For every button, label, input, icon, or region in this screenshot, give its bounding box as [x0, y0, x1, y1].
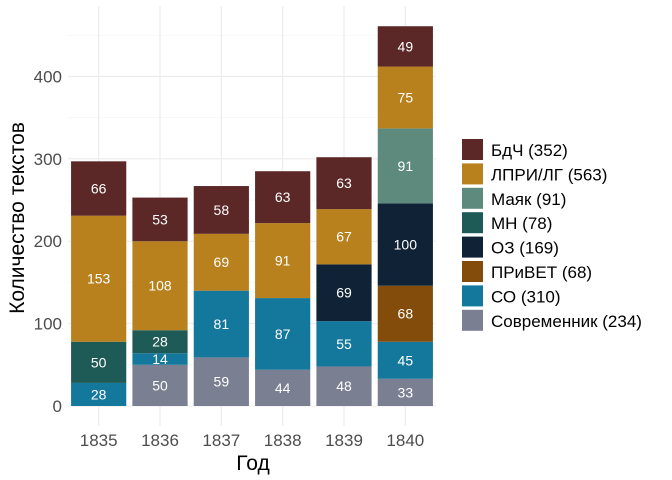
- legend-label: ПРиВЕТ (68): [491, 263, 592, 282]
- bar-segment: [316, 366, 372, 406]
- legend-label: ЛПРИ/ЛГ (563): [491, 165, 607, 184]
- x-tick-label: 1837: [202, 431, 240, 450]
- y-axis-ticks: 0 100 200 300 400: [34, 67, 62, 416]
- bar-segment: [377, 203, 433, 286]
- bar-segment: [71, 215, 127, 342]
- segment-value-label: 91: [398, 158, 414, 174]
- y-axis-title: Количество текстов: [6, 122, 29, 314]
- bar-segments: [71, 26, 433, 406]
- segment-value-label: 14: [152, 351, 168, 367]
- segment-value-label: 63: [275, 189, 291, 205]
- segment-value-label: 91: [275, 253, 291, 269]
- segment-value-label: 45: [398, 352, 414, 368]
- bar-segment: [193, 290, 249, 358]
- segment-value-label: 49: [398, 38, 414, 54]
- legend-label: СО (310): [491, 287, 561, 306]
- segment-value-label: 67: [336, 229, 352, 245]
- bar-segment: [132, 330, 188, 354]
- bar-segment: [377, 26, 433, 67]
- legend-key: [462, 261, 483, 282]
- bar-segment: [377, 128, 433, 204]
- bar-segment: [255, 298, 311, 370]
- bar-segment: [377, 66, 433, 129]
- bar-segment: [255, 171, 311, 224]
- x-tick-label: 1838: [264, 431, 302, 450]
- x-axis-title: Год: [236, 452, 269, 475]
- bar-segment: [71, 341, 127, 383]
- y-tick-label: 400: [34, 67, 62, 86]
- bar-segment: [193, 186, 249, 234]
- bar-segment: [132, 353, 188, 365]
- x-tick-label: 1840: [386, 431, 424, 450]
- bar-segment: [377, 341, 433, 379]
- bar-segment: [316, 157, 372, 210]
- segment-value-label: 33: [398, 384, 414, 400]
- segment-value-label: 66: [91, 181, 107, 197]
- legend-key: [462, 163, 483, 185]
- legend-key: [462, 309, 483, 331]
- legend-key: [462, 187, 483, 209]
- x-axis-ticks: 1835 1836 1837 1838 1839 1840: [80, 431, 424, 450]
- legend-key: [462, 285, 483, 307]
- segment-value-label: 58: [214, 202, 230, 218]
- bar-segment: [377, 285, 433, 342]
- segment-value-label: 63: [336, 175, 352, 191]
- segment-labels: 2850153665014281085359816958448791634855…: [87, 38, 417, 402]
- segment-value-label: 55: [336, 336, 352, 352]
- bar-segment: [255, 369, 311, 406]
- bar-segment: [71, 161, 127, 216]
- bar-segment: [71, 382, 127, 406]
- bar-segment: [132, 364, 188, 406]
- legend-key: [462, 236, 483, 258]
- bar-segment: [193, 233, 249, 291]
- segment-value-label: 100: [394, 237, 418, 253]
- legend-label: БдЧ (352): [491, 141, 568, 160]
- bar-segment: [132, 241, 188, 331]
- x-tick-label: 1839: [325, 431, 363, 450]
- y-tick-label: 0: [53, 397, 62, 416]
- y-tick-label: 300: [34, 150, 62, 169]
- bar-segment: [377, 378, 433, 406]
- bar-segment: [193, 357, 249, 406]
- segment-value-label: 50: [91, 354, 107, 370]
- legend-label: ОЗ (169): [491, 239, 559, 258]
- segment-value-label: 153: [87, 271, 111, 287]
- segment-value-label: 28: [91, 386, 107, 402]
- segment-value-label: 69: [214, 254, 230, 270]
- segment-value-label: 53: [152, 211, 168, 227]
- segment-value-label: 68: [398, 306, 414, 322]
- legend-key: [462, 139, 483, 160]
- segment-value-label: 87: [275, 326, 291, 342]
- segment-value-label: 75: [398, 89, 414, 105]
- y-tick-label: 100: [34, 315, 62, 334]
- segment-value-label: 108: [148, 278, 172, 294]
- x-tick-label: 1836: [141, 431, 179, 450]
- segment-value-label: 50: [152, 377, 168, 393]
- bar-segment: [316, 321, 372, 367]
- bar-segment: [132, 197, 188, 242]
- segment-value-label: 48: [336, 378, 352, 394]
- legend-key: [462, 212, 483, 234]
- legend: БдЧ (352) ЛПРИ/ЛГ (563) Маяк (91) МН (78) ОЗ…: [462, 139, 642, 331]
- legend-label: МН (78): [491, 214, 552, 233]
- segment-value-label: 28: [152, 334, 168, 350]
- segment-value-label: 59: [214, 374, 230, 390]
- bar-segment: [316, 209, 372, 265]
- bar-segment: [255, 223, 311, 299]
- bar-segment: [316, 264, 372, 322]
- x-tick-label: 1835: [80, 431, 118, 450]
- segment-value-label: 81: [214, 316, 230, 332]
- legend-label: Маяк (91): [491, 190, 566, 209]
- y-tick-label: 200: [34, 232, 62, 251]
- segment-value-label: 44: [275, 380, 291, 396]
- segment-value-label: 69: [336, 285, 352, 301]
- legend-label: Современник (234): [491, 312, 642, 331]
